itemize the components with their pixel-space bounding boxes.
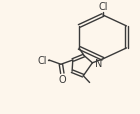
- Text: Cl: Cl: [38, 56, 47, 65]
- Text: O: O: [59, 75, 66, 84]
- Text: N: N: [95, 59, 102, 69]
- Text: Cl: Cl: [98, 2, 108, 12]
